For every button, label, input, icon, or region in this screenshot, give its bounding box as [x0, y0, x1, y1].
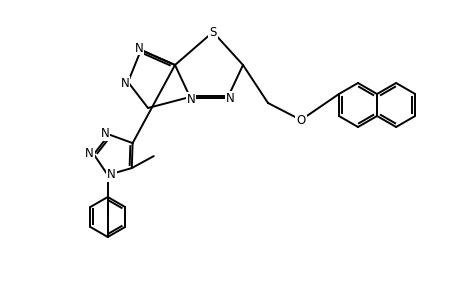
- Text: N: N: [85, 147, 94, 160]
- Text: O: O: [296, 113, 305, 127]
- Text: N: N: [186, 92, 195, 106]
- Text: N: N: [225, 92, 234, 104]
- Text: N: N: [134, 41, 143, 55]
- Text: N: N: [107, 169, 116, 182]
- Text: N: N: [101, 127, 109, 140]
- Text: S: S: [209, 26, 216, 38]
- Text: N: N: [120, 76, 129, 89]
